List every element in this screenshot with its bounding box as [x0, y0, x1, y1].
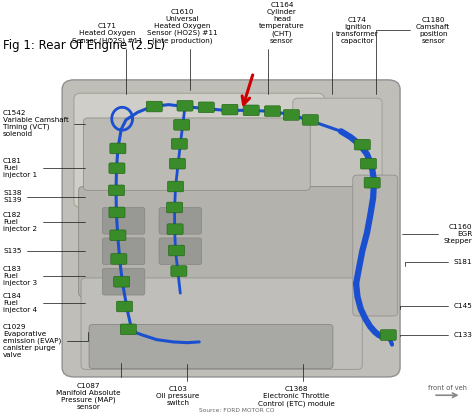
- FancyBboxPatch shape: [168, 245, 184, 256]
- FancyBboxPatch shape: [110, 143, 126, 154]
- FancyBboxPatch shape: [109, 163, 125, 173]
- Text: C174
Ignition
transformer
capacitor: C174 Ignition transformer capacitor: [331, 17, 379, 94]
- FancyBboxPatch shape: [111, 254, 127, 264]
- Text: C103
Oil pressure
switch: C103 Oil pressure switch: [156, 364, 200, 406]
- FancyBboxPatch shape: [264, 106, 281, 116]
- FancyBboxPatch shape: [102, 208, 145, 234]
- Text: front of veh: front of veh: [428, 385, 467, 391]
- Text: C184
Fuel
injector 4: C184 Fuel injector 4: [3, 293, 85, 313]
- FancyBboxPatch shape: [81, 278, 362, 369]
- Text: S138
S139: S138 S139: [3, 190, 85, 203]
- FancyBboxPatch shape: [117, 301, 133, 312]
- FancyBboxPatch shape: [171, 266, 187, 276]
- FancyBboxPatch shape: [167, 181, 183, 192]
- Text: S135: S135: [3, 248, 85, 253]
- FancyBboxPatch shape: [166, 202, 182, 213]
- Text: C1610
Universal
Heated Oxygen
Sensor (HO2S) #11
(late production): C1610 Universal Heated Oxygen Sensor (HO…: [147, 9, 218, 90]
- Text: C1542
Variable Camshaft
Timing (VCT)
solenoid: C1542 Variable Camshaft Timing (VCT) sol…: [3, 110, 85, 137]
- FancyBboxPatch shape: [74, 93, 324, 208]
- FancyBboxPatch shape: [83, 118, 310, 191]
- Text: Fig 1: Rear Of Engine (2.5L): Fig 1: Rear Of Engine (2.5L): [3, 39, 165, 52]
- Text: Source: FORD MOTOR CO: Source: FORD MOTOR CO: [199, 408, 275, 413]
- FancyBboxPatch shape: [89, 324, 333, 369]
- FancyBboxPatch shape: [283, 109, 300, 120]
- Text: C1180
Camshaft
position
sensor: C1180 Camshaft position sensor: [376, 17, 450, 94]
- FancyBboxPatch shape: [302, 114, 318, 125]
- Text: C1160
EGR
Stepper: C1160 EGR Stepper: [402, 224, 473, 244]
- FancyBboxPatch shape: [159, 208, 201, 234]
- FancyBboxPatch shape: [120, 324, 137, 335]
- FancyBboxPatch shape: [353, 175, 398, 316]
- FancyBboxPatch shape: [159, 238, 201, 265]
- FancyBboxPatch shape: [169, 158, 185, 169]
- Text: C133: C133: [400, 332, 473, 338]
- FancyBboxPatch shape: [146, 101, 162, 112]
- Text: C1087
Manifold Absolute
Pressure (MAP)
sensor: C1087 Manifold Absolute Pressure (MAP) s…: [56, 363, 121, 410]
- FancyBboxPatch shape: [109, 207, 125, 218]
- Text: S181: S181: [405, 259, 473, 266]
- Text: C145: C145: [400, 304, 473, 310]
- FancyBboxPatch shape: [354, 139, 370, 150]
- FancyBboxPatch shape: [222, 104, 238, 115]
- FancyBboxPatch shape: [173, 119, 190, 130]
- FancyBboxPatch shape: [79, 186, 372, 297]
- Text: C1164
Cylinder
head
temperature
(CHT)
sensor: C1164 Cylinder head temperature (CHT) se…: [259, 2, 305, 94]
- FancyBboxPatch shape: [380, 330, 396, 340]
- FancyBboxPatch shape: [114, 276, 130, 287]
- FancyBboxPatch shape: [243, 105, 259, 116]
- FancyBboxPatch shape: [364, 177, 380, 188]
- FancyBboxPatch shape: [109, 185, 125, 196]
- Text: C183
Fuel
injector 3: C183 Fuel injector 3: [3, 266, 85, 286]
- Text: C182
Fuel
injector 2: C182 Fuel injector 2: [3, 212, 85, 232]
- FancyBboxPatch shape: [167, 224, 183, 235]
- Text: C1029
Evaporative
emission (EVAP)
canister purge
valve: C1029 Evaporative emission (EVAP) canist…: [3, 324, 88, 358]
- FancyBboxPatch shape: [198, 102, 214, 113]
- FancyBboxPatch shape: [177, 100, 193, 111]
- FancyBboxPatch shape: [360, 158, 376, 169]
- Text: C1368
Electronic Throttle
Control (ETC) module: C1368 Electronic Throttle Control (ETC) …: [258, 364, 335, 407]
- FancyBboxPatch shape: [62, 80, 400, 377]
- FancyBboxPatch shape: [102, 238, 145, 265]
- Text: C171
Heated Oxygen
Sensor (HO2S) #11: C171 Heated Oxygen Sensor (HO2S) #11: [72, 23, 142, 94]
- FancyBboxPatch shape: [102, 268, 145, 295]
- Text: C181
Fuel
injector 1: C181 Fuel injector 1: [3, 158, 85, 178]
- FancyBboxPatch shape: [171, 139, 187, 149]
- FancyBboxPatch shape: [110, 230, 126, 240]
- FancyBboxPatch shape: [293, 98, 382, 222]
